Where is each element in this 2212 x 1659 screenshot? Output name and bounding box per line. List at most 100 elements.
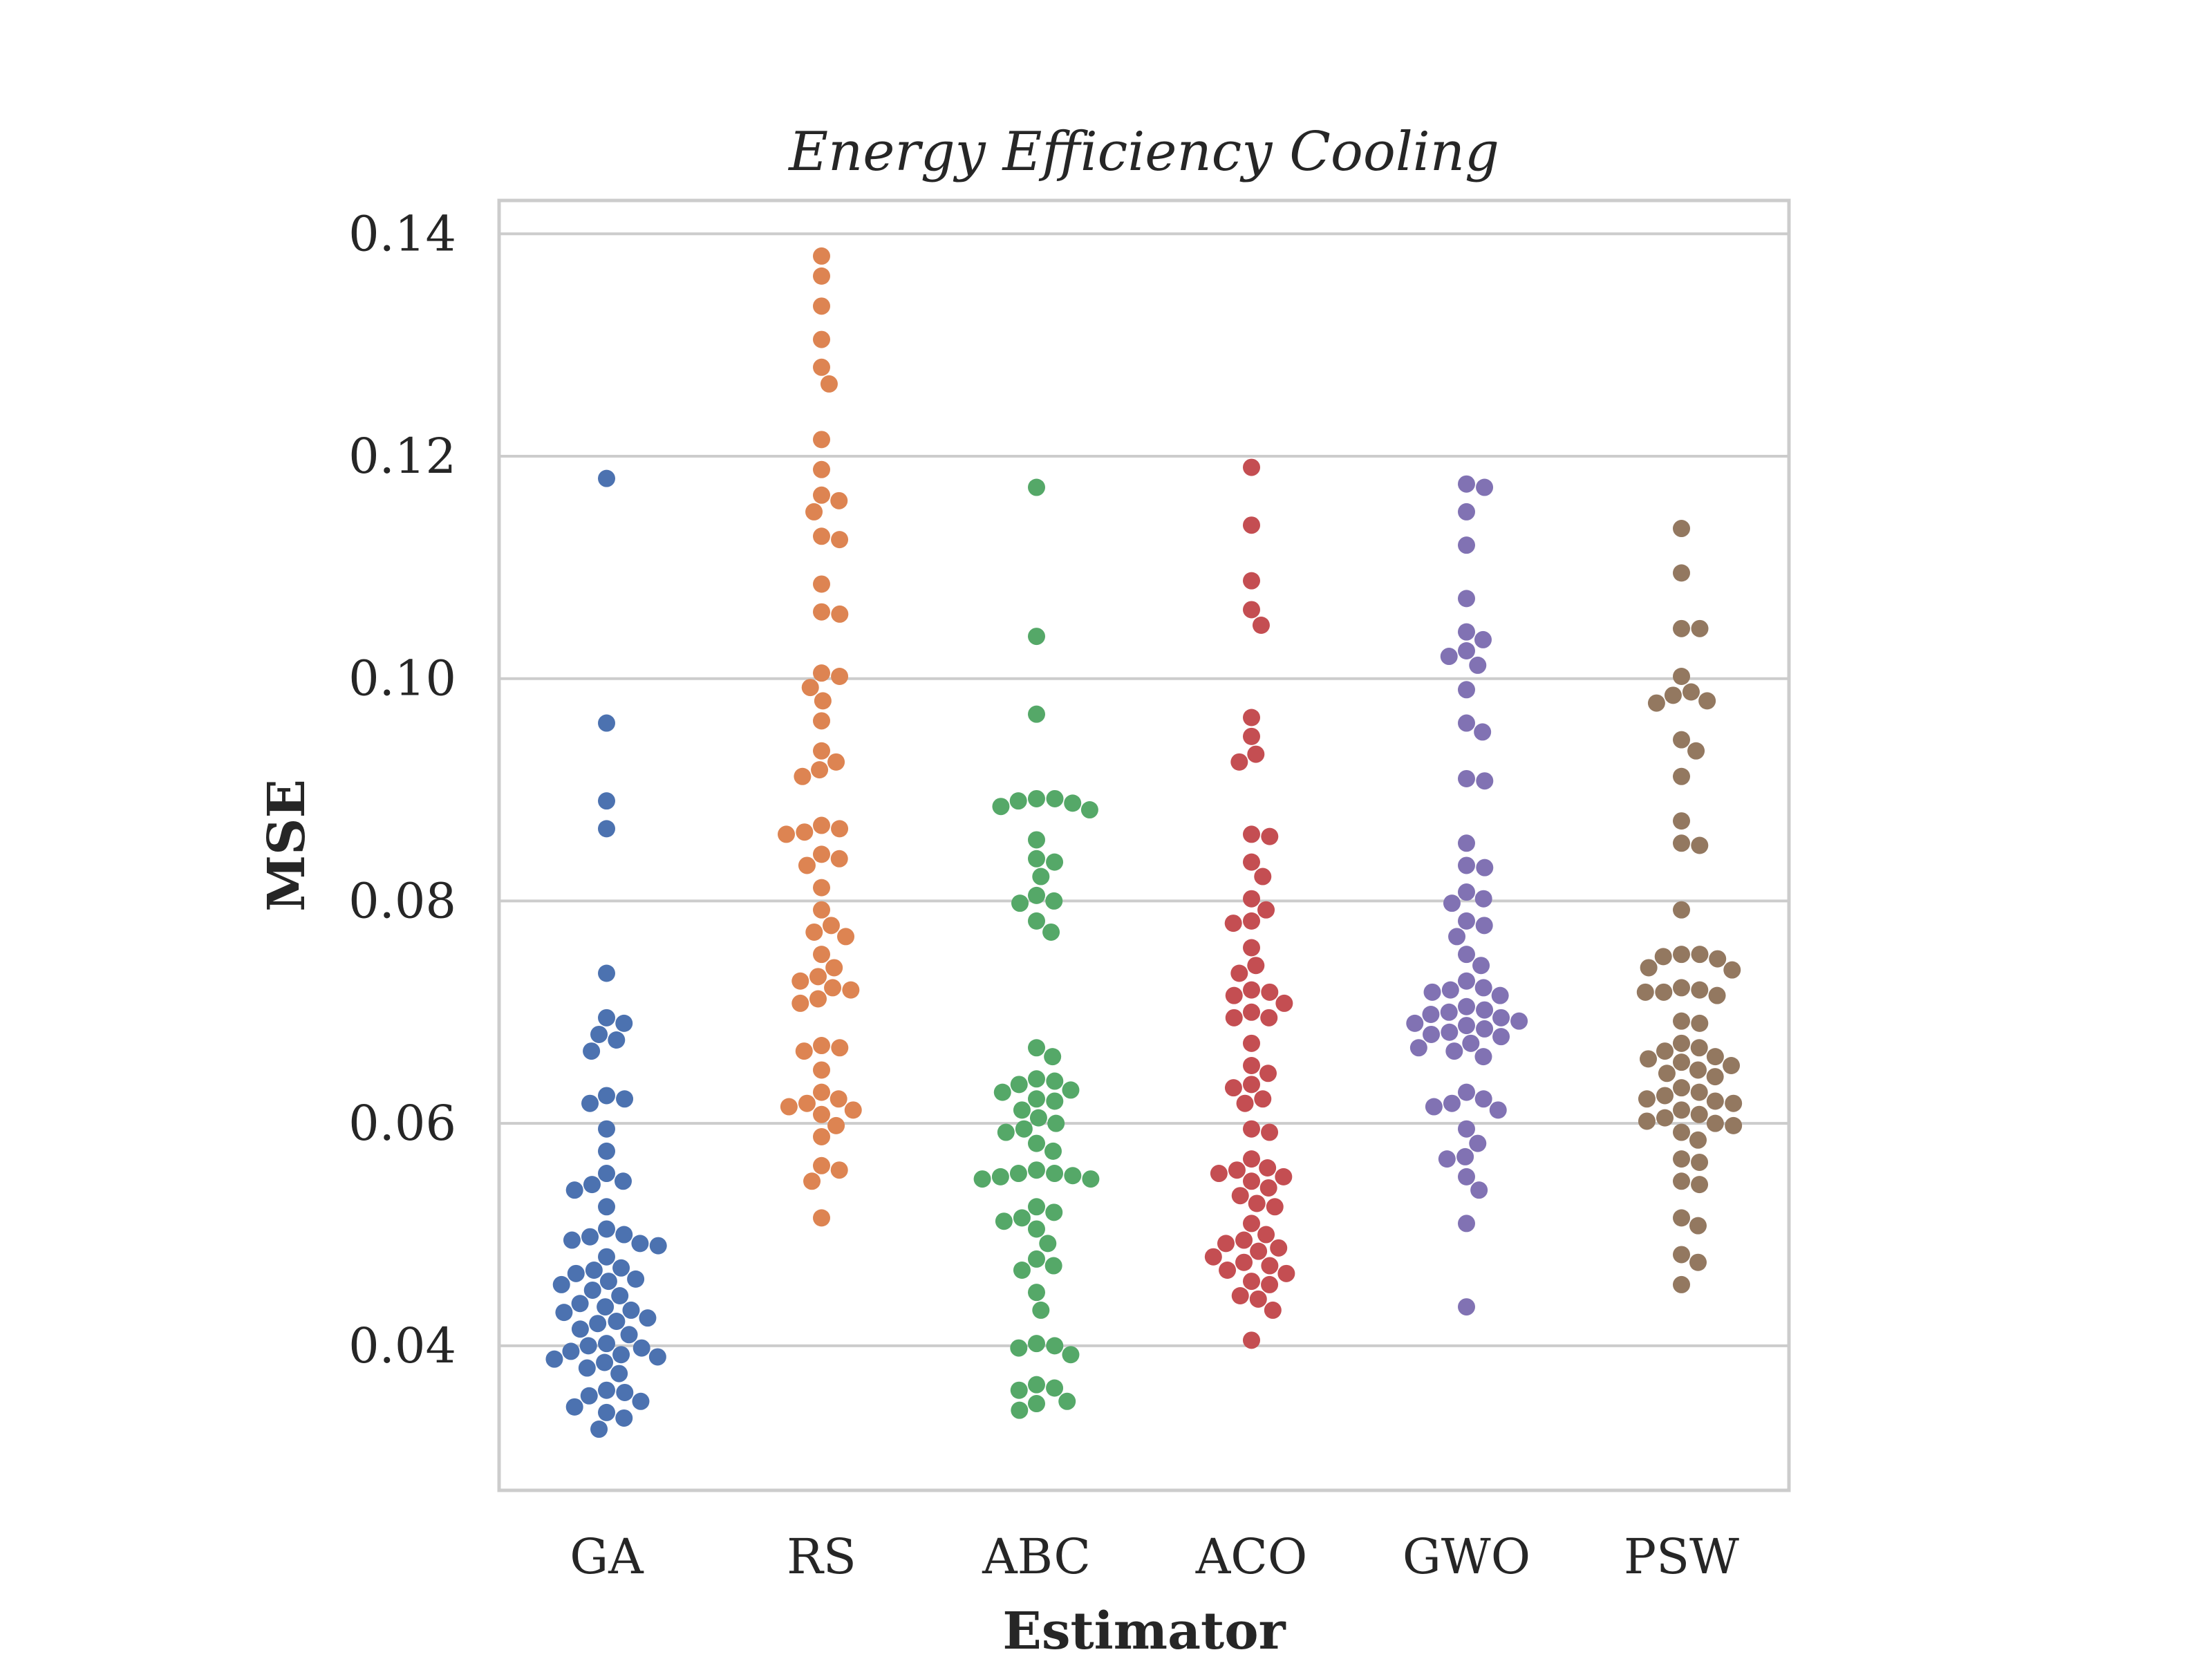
point-gwo-1: [1476, 478, 1494, 496]
point-abc-7: [992, 798, 1010, 816]
point-rs-56: [813, 1127, 830, 1145]
point-abc-40: [973, 1170, 991, 1188]
point-psw-15: [1673, 901, 1690, 919]
x-tick-label-gwo: GWO: [1403, 1528, 1530, 1585]
point-aco-50: [1270, 1239, 1288, 1257]
point-abc-57: [1046, 1379, 1064, 1397]
point-aco-24: [1243, 1003, 1260, 1021]
point-aco-11: [1243, 853, 1260, 871]
point-aco-12: [1254, 868, 1272, 885]
point-gwo-48: [1474, 1090, 1492, 1108]
point-ga-42: [571, 1320, 589, 1338]
point-ga-28: [585, 1261, 603, 1279]
point-rs-22: [827, 753, 845, 771]
point-rs-15: [831, 605, 849, 623]
point-psw-35: [1723, 1057, 1741, 1075]
point-aco-51: [1250, 1242, 1268, 1260]
point-gwo-8: [1440, 648, 1458, 666]
point-gwo-52: [1458, 1120, 1475, 1138]
point-aco-28: [1243, 1057, 1260, 1075]
point-abc-48: [1044, 1257, 1062, 1275]
point-psw-16: [1673, 946, 1690, 964]
point-rs-55: [827, 1116, 845, 1134]
point-ga-6: [615, 1014, 633, 1032]
point-ga-30: [627, 1270, 645, 1288]
point-aco-36: [1243, 1150, 1260, 1168]
point-abc-38: [991, 1168, 1009, 1185]
point-aco-10: [1261, 827, 1279, 845]
point-psw-20: [1640, 959, 1658, 977]
point-aco-44: [1248, 1194, 1266, 1212]
point-abc-4: [1046, 789, 1064, 807]
point-gwo-24: [1458, 946, 1475, 964]
point-psw-38: [1706, 1068, 1724, 1086]
point-abc-51: [1032, 1301, 1050, 1319]
point-aco-26: [1225, 1009, 1243, 1027]
point-rs-18: [801, 679, 819, 697]
point-rs-27: [796, 823, 814, 841]
point-abc-41: [1028, 1198, 1045, 1216]
point-abc-33: [1044, 1142, 1062, 1160]
point-ga-15: [598, 1165, 615, 1183]
point-ga-9: [583, 1042, 601, 1060]
point-psw-61: [1673, 1275, 1690, 1293]
point-psw-7: [1698, 692, 1716, 710]
point-aco-6: [1243, 727, 1260, 745]
point-abc-43: [1013, 1209, 1031, 1227]
point-ga-34: [611, 1286, 629, 1304]
point-rs-21: [813, 742, 830, 760]
point-aco-3: [1243, 601, 1260, 619]
point-abc-5: [1009, 792, 1027, 810]
point-psw-2: [1673, 619, 1690, 637]
point-psw-1: [1673, 564, 1690, 582]
point-ga-0: [598, 469, 615, 487]
point-aco-59: [1231, 1286, 1249, 1304]
point-psw-49: [1706, 1114, 1724, 1132]
point-aco-39: [1210, 1165, 1228, 1183]
point-ga-2: [598, 792, 615, 810]
point-rs-32: [813, 879, 830, 897]
point-aco-53: [1235, 1253, 1253, 1271]
point-rs-9: [830, 491, 848, 509]
point-psw-5: [1682, 683, 1700, 701]
point-gwo-39: [1476, 1020, 1494, 1038]
point-psw-45: [1673, 1101, 1690, 1119]
point-aco-0: [1243, 458, 1260, 476]
point-aco-14: [1257, 901, 1275, 919]
point-psw-6: [1664, 686, 1682, 704]
point-rs-46: [831, 1039, 849, 1057]
point-gwo-53: [1469, 1134, 1487, 1152]
point-psw-12: [1673, 812, 1690, 830]
point-rs-34: [822, 917, 840, 935]
point-psw-52: [1689, 1131, 1707, 1149]
point-ga-39: [639, 1309, 657, 1327]
point-abc-35: [1046, 1165, 1064, 1183]
point-psw-43: [1706, 1092, 1724, 1110]
point-gwo-46: [1474, 1048, 1492, 1066]
point-aco-57: [1243, 1273, 1260, 1291]
point-psw-31: [1656, 1042, 1674, 1060]
point-ga-38: [555, 1304, 573, 1322]
point-psw-27: [1673, 1012, 1690, 1030]
point-abc-3: [1028, 789, 1045, 807]
point-psw-36: [1689, 1061, 1707, 1079]
point-abc-61: [1011, 1401, 1029, 1419]
point-psw-0: [1673, 520, 1690, 538]
point-abc-2: [1028, 705, 1045, 723]
point-aco-8: [1247, 745, 1265, 763]
point-ga-61: [590, 1421, 608, 1438]
point-rs-59: [803, 1172, 821, 1190]
point-abc-59: [1058, 1392, 1076, 1410]
point-psw-28: [1691, 1014, 1709, 1032]
point-psw-18: [1654, 948, 1672, 966]
point-gwo-50: [1425, 1098, 1443, 1116]
y-tick-label: 0.06: [348, 1095, 456, 1152]
point-abc-27: [1013, 1101, 1031, 1119]
point-gwo-3: [1458, 536, 1475, 554]
y-tick-label: 0.10: [348, 650, 456, 707]
point-gwo-43: [1462, 1034, 1480, 1052]
point-rs-8: [813, 486, 830, 504]
point-rs-47: [795, 1042, 813, 1060]
point-aco-43: [1231, 1187, 1249, 1205]
point-gwo-20: [1443, 894, 1461, 912]
